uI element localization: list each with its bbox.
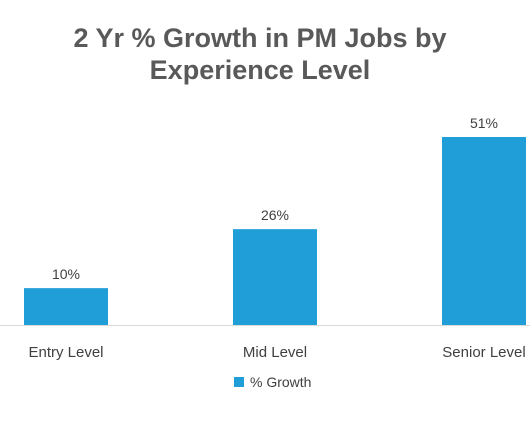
legend-swatch — [234, 377, 244, 387]
legend: % Growth — [234, 372, 311, 392]
data-label: 51% — [470, 115, 498, 131]
x-tick-label: Mid Level — [243, 344, 307, 361]
chart-title: 2 Yr % Growth in PM Jobs by Experience L… — [0, 22, 520, 86]
x-tick-label: Senior Level — [442, 344, 525, 361]
bar-senior-level — [442, 137, 526, 325]
bar-entry-level — [24, 288, 108, 325]
data-label: 26% — [261, 207, 289, 223]
chart-title-line: Experience Level — [149, 55, 371, 85]
bars-layer — [24, 137, 526, 325]
x-tick-label: Entry Level — [28, 344, 103, 361]
chart-title-line: 2 Yr % Growth in PM Jobs by — [73, 23, 447, 53]
legend-label: % Growth — [250, 374, 312, 390]
data-label: 10% — [52, 266, 80, 282]
labels-layer: 10% Entry Level 26% Mid Level 51% Senior Leve… — [28, 115, 525, 361]
bar-mid-level — [233, 229, 317, 325]
